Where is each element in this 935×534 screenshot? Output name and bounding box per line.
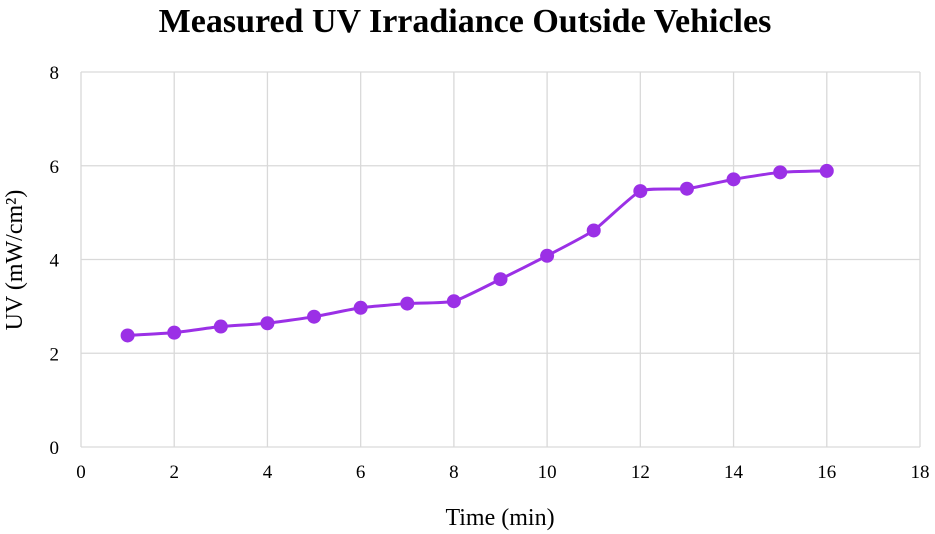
x-tick-label: 18	[911, 462, 930, 483]
data-point	[773, 165, 788, 180]
data-point	[586, 223, 601, 238]
data-point	[213, 319, 228, 334]
y-axis-label: UV (mW/cm²)	[2, 190, 28, 331]
series-line	[126, 169, 829, 337]
data-point	[446, 294, 461, 309]
y-tick-label: 6	[50, 157, 60, 178]
data-point	[400, 296, 415, 311]
y-tick-label: 2	[50, 344, 60, 365]
data-point	[540, 248, 555, 263]
data-point	[493, 272, 508, 287]
data-point	[307, 309, 322, 324]
gridlines	[80, 71, 921, 448]
data-point	[819, 163, 834, 178]
chart-title: Measured UV Irradiance Outside Vehicles	[159, 3, 772, 40]
y-tick-label: 8	[50, 63, 60, 84]
tick-labels: 0 2 4 6 8 10 12 14 16 18 0 2 4 6 8	[50, 63, 930, 483]
x-tick-label: 14	[724, 462, 744, 483]
data-point	[679, 181, 694, 196]
x-tick-label: 6	[356, 462, 366, 483]
x-tick-label: 16	[817, 462, 836, 483]
x-tick-label: 12	[631, 462, 650, 483]
data-point	[726, 172, 741, 187]
data-point	[167, 325, 182, 340]
x-tick-label: 10	[538, 462, 557, 483]
x-tick-label: 2	[169, 462, 179, 483]
data-point	[120, 328, 135, 343]
x-tick-label: 8	[449, 462, 459, 483]
y-tick-label: 0	[50, 438, 60, 459]
data-point	[353, 300, 368, 315]
y-tick-label: 4	[50, 251, 60, 272]
x-axis-label: Time (min)	[445, 505, 554, 531]
x-tick-label: 4	[263, 462, 273, 483]
data-point	[260, 316, 275, 331]
series-group	[120, 163, 834, 343]
x-tick-label: 0	[76, 462, 86, 483]
data-point	[633, 184, 648, 199]
